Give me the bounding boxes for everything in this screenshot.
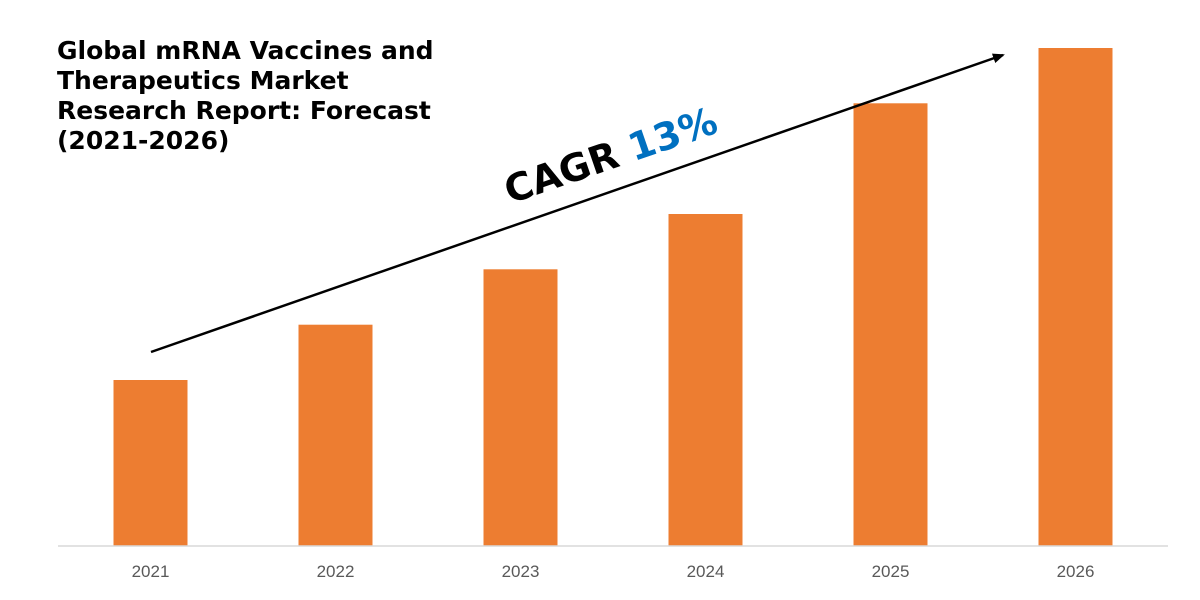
x-tick-label-2025: 2025 [872,562,910,581]
bar-2023 [483,269,558,546]
x-tick-label-2021: 2021 [132,562,170,581]
chart-title: Global mRNA Vaccines and Therapeutics Ma… [57,36,434,155]
bar-2026 [1038,48,1113,546]
x-tick-labels: 2021 2022 2023 2024 2025 2026 [132,562,1095,581]
x-tick-label-2026: 2026 [1057,562,1095,581]
cagr-trend-arrow [150,53,1005,354]
cagr-annotation: CAGR 13% [499,99,723,213]
x-tick-label-2024: 2024 [687,562,725,581]
x-tick-label-2023: 2023 [502,562,540,581]
x-tick-label-2022: 2022 [317,562,355,581]
bar-2025 [853,103,928,547]
bar-2022 [298,324,373,546]
bar-2024 [668,214,743,546]
bars-layer [113,48,1113,547]
cagr-label: CAGR [499,128,637,212]
bar-2021 [113,380,188,546]
